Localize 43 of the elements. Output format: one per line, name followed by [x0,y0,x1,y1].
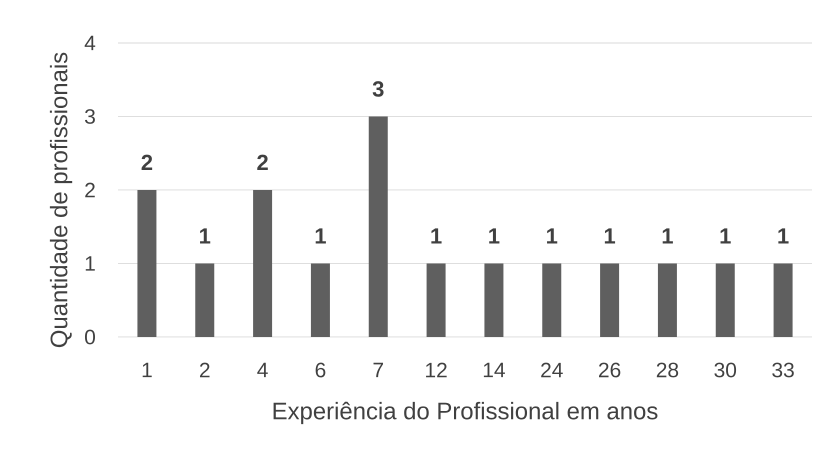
data-label: 1 [316,228,326,244]
x-tick-label: 33 [772,362,794,378]
y-tick-label: 2 [85,182,95,198]
data-label: 1 [662,228,673,244]
x-tick-label: 7 [374,362,384,378]
y-tick-label: 3 [84,109,95,124]
data-label: 1 [778,228,789,244]
bar [426,263,446,337]
x-tick-label: 12 [426,362,447,378]
bar [137,190,156,337]
y-tick-label: 4 [84,36,96,50]
bar [716,263,735,337]
x-tick-label: 26 [599,362,620,378]
x-tick-label: 14 [484,362,505,378]
data-label: 2 [142,154,152,170]
bar [368,116,388,337]
data-label: 2 [257,154,268,170]
data-label: 3 [372,81,384,97]
data-label: 1 [489,228,500,244]
x-axis-title: Experiência do Profissional em anos [274,402,658,424]
data-label: 1 [431,228,442,244]
bar [195,263,214,337]
x-tick-label: 24 [541,362,563,378]
y-tick-label: 0 [85,330,96,344]
x-tick-label: 6 [316,362,326,378]
x-tick-label: 28 [656,362,678,378]
bar [542,263,562,337]
bar [600,263,620,337]
data-label: 1 [200,228,210,244]
bar [310,263,330,337]
x-tick-label: 1 [142,362,152,378]
data-label: 1 [547,228,558,244]
bar [774,263,793,337]
bar [253,190,272,337]
x-tick-label: 30 [714,362,736,378]
data-label: 1 [604,228,616,244]
bar [658,263,677,337]
y-tick-label: 1 [86,256,95,271]
data-label: 1 [720,228,731,244]
x-tick-label: 2 [200,362,210,378]
x-tick-label: 4 [257,362,268,378]
bar [484,263,504,337]
y-axis-title: Quantidade de profissionais [50,52,72,348]
